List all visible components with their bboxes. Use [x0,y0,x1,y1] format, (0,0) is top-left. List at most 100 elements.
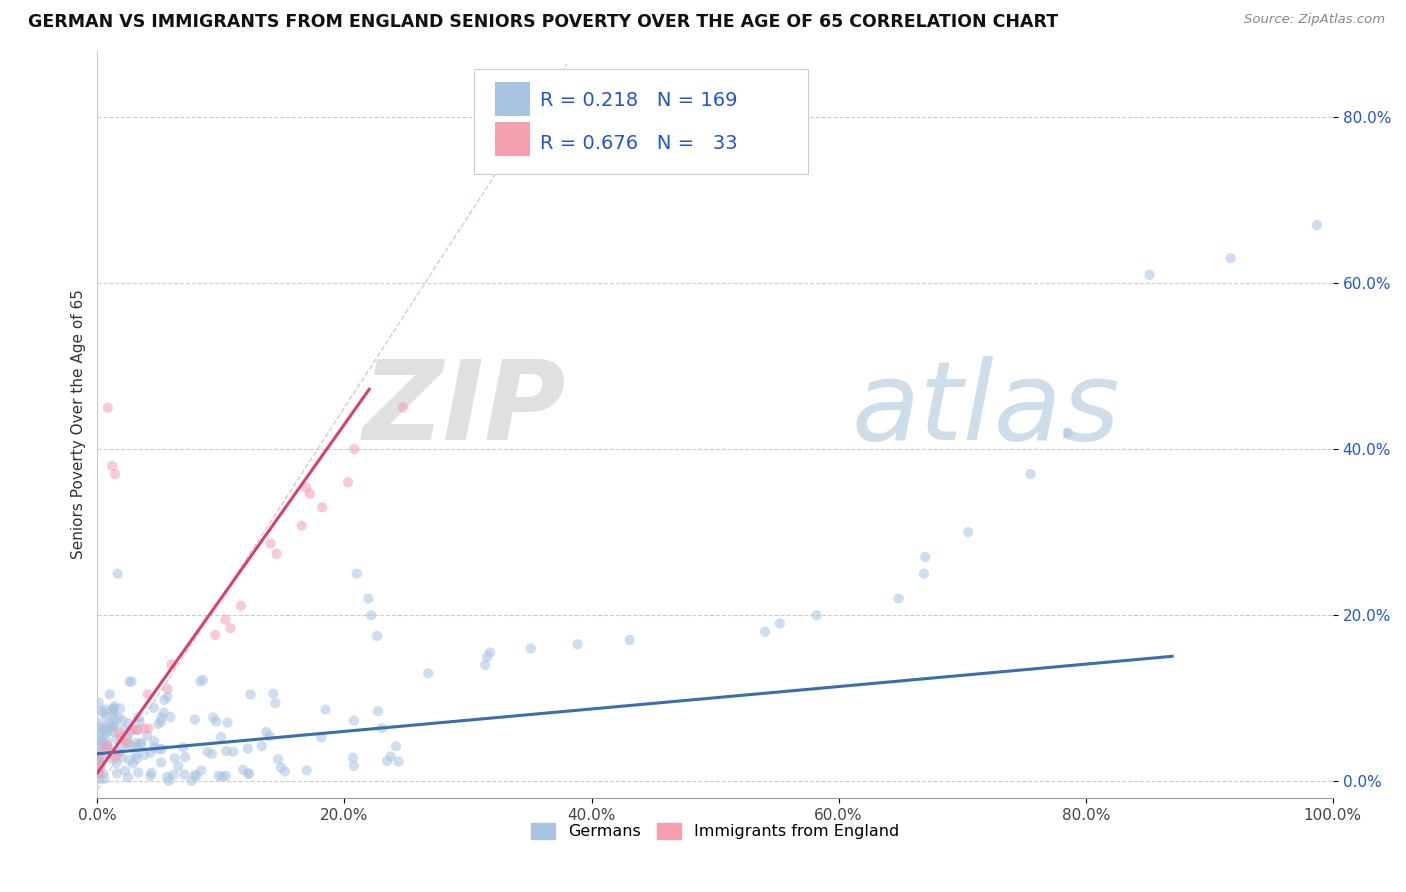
Point [190,764,212,778]
Point [806,608,828,623]
Point [150,742,173,756]
Point [142,701,165,715]
Point [138,722,160,736]
Point [105,766,128,780]
Point [115,735,138,749]
Point [97,740,120,755]
Point [125,736,148,750]
Point [387,755,409,769]
Point [186,769,208,783]
Point [90,704,112,718]
Point [887,591,910,606]
Text: ZIP: ZIP [363,356,567,463]
Point [127,765,149,780]
Point [89,720,111,734]
Point [87,767,110,781]
Point [111,714,134,728]
Point [479,646,502,660]
Point [129,737,152,751]
Point [139,746,162,760]
Point [264,696,287,710]
Point [121,674,143,689]
Point [236,741,259,756]
Point [91,733,114,747]
Point [197,745,219,759]
Point [174,750,197,764]
Point [118,725,141,739]
Point [222,745,245,759]
Point [93,772,115,786]
Point [259,536,281,550]
Point [110,731,132,746]
Point [100,751,122,765]
Point [127,710,149,724]
Point [125,723,148,737]
Point [375,754,398,768]
Point [153,693,176,707]
Point [103,718,125,732]
Point [87,696,110,710]
Point [315,702,337,716]
Point [219,621,242,635]
Point [90,758,112,772]
Point [94,725,117,739]
Point [125,747,148,762]
Point [311,731,333,745]
Point [180,773,202,788]
Point [360,608,382,623]
Point [96,719,118,733]
Point [266,547,288,561]
Point [90,728,112,742]
Point [89,725,111,739]
Point [132,722,155,736]
Point [1306,218,1329,232]
Point [94,702,117,716]
Point [173,767,195,781]
Point [110,739,132,753]
Point [86,715,108,730]
Point [96,739,118,753]
Point [201,747,224,761]
Point [238,766,260,780]
Point [104,750,127,764]
Point [107,566,129,581]
Point [1139,268,1161,282]
Point [90,745,112,759]
Point [357,591,380,606]
Point [91,750,114,764]
Point [619,633,641,648]
Point [108,746,131,760]
Point [96,739,118,754]
Point [343,759,366,773]
Point [156,681,179,696]
Point [232,763,254,777]
Point [204,628,226,642]
Point [267,752,290,766]
Point [122,756,145,771]
Point [98,688,121,702]
Point [160,657,183,672]
Point [214,613,236,627]
Point [96,734,118,748]
Point [127,723,149,737]
Point [1056,425,1078,440]
Point [103,706,125,720]
Point [957,525,980,540]
Point [343,442,366,457]
Point [115,731,138,745]
Text: Source: ZipAtlas.com: Source: ZipAtlas.com [1244,13,1385,27]
Point [105,732,128,747]
Point [89,740,111,755]
Point [96,738,118,752]
Point [184,768,207,782]
Point [567,637,589,651]
Point [141,765,163,780]
Point [754,624,776,639]
Point [259,729,281,743]
Point [385,739,408,754]
Point [215,769,238,783]
Point [117,771,139,785]
Point [107,725,129,739]
Point [93,706,115,721]
Point [97,724,120,739]
